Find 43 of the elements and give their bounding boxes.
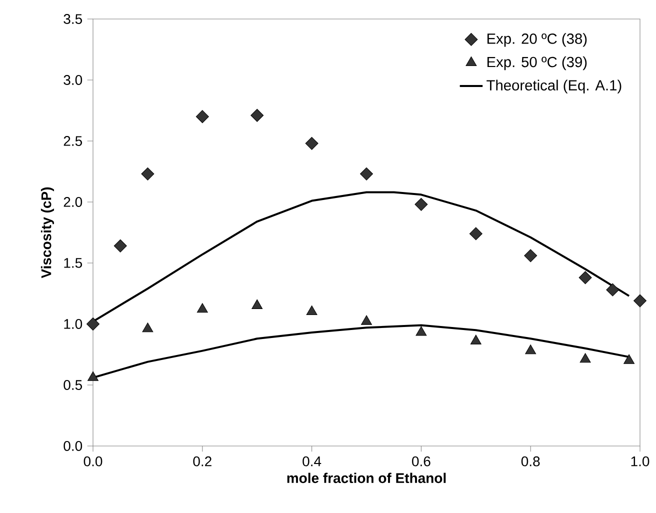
point — [624, 354, 635, 364]
x-tick-label: 0.6 — [412, 456, 430, 466]
x-axis-title: mole fraction of Ethanol — [287, 472, 446, 484]
point — [88, 371, 98, 381]
point — [114, 239, 127, 252]
legend-label: Theoretical (Eq. A.1) — [486, 80, 622, 94]
y-tick-label: 0.5 — [64, 380, 82, 390]
x-tick-label: 0.4 — [302, 456, 322, 466]
point — [142, 322, 154, 332]
legend-label: Exp. 50 ºC (39) — [487, 56, 587, 70]
y-tick-label: 3.0 — [64, 75, 82, 85]
point — [141, 167, 154, 180]
point — [524, 249, 538, 262]
point — [306, 306, 318, 316]
legend-label: Exp. 20 ºC (38) — [487, 33, 587, 47]
point — [416, 326, 427, 336]
y-tick-label: 2.5 — [64, 136, 82, 146]
point — [634, 294, 646, 308]
x-tick-label: 1.0 — [631, 456, 650, 466]
point — [250, 108, 264, 122]
point — [578, 271, 592, 284]
point — [525, 344, 536, 354]
y-tick-label: 1.0 — [64, 319, 82, 329]
point — [414, 198, 428, 211]
y-axis-title: Viscosity (cP) — [40, 187, 54, 278]
point — [196, 303, 208, 313]
point — [86, 317, 100, 330]
point — [606, 283, 620, 296]
point — [305, 136, 318, 150]
point — [470, 334, 482, 344]
y-tick-label: 2.0 — [64, 197, 82, 207]
point — [361, 315, 372, 325]
x-tick-label: 0.0 — [84, 456, 102, 466]
x-tick-label: 0.2 — [193, 456, 212, 466]
y-tick-label: 3.5 — [64, 14, 82, 24]
y-tick-label: 0.0 — [64, 441, 82, 451]
point — [196, 110, 209, 124]
point — [580, 353, 591, 363]
point — [469, 227, 482, 240]
x-tick-label: 0.8 — [521, 456, 540, 466]
point — [360, 167, 373, 180]
y-tick-label: 1.5 — [64, 258, 82, 268]
point — [252, 299, 263, 309]
